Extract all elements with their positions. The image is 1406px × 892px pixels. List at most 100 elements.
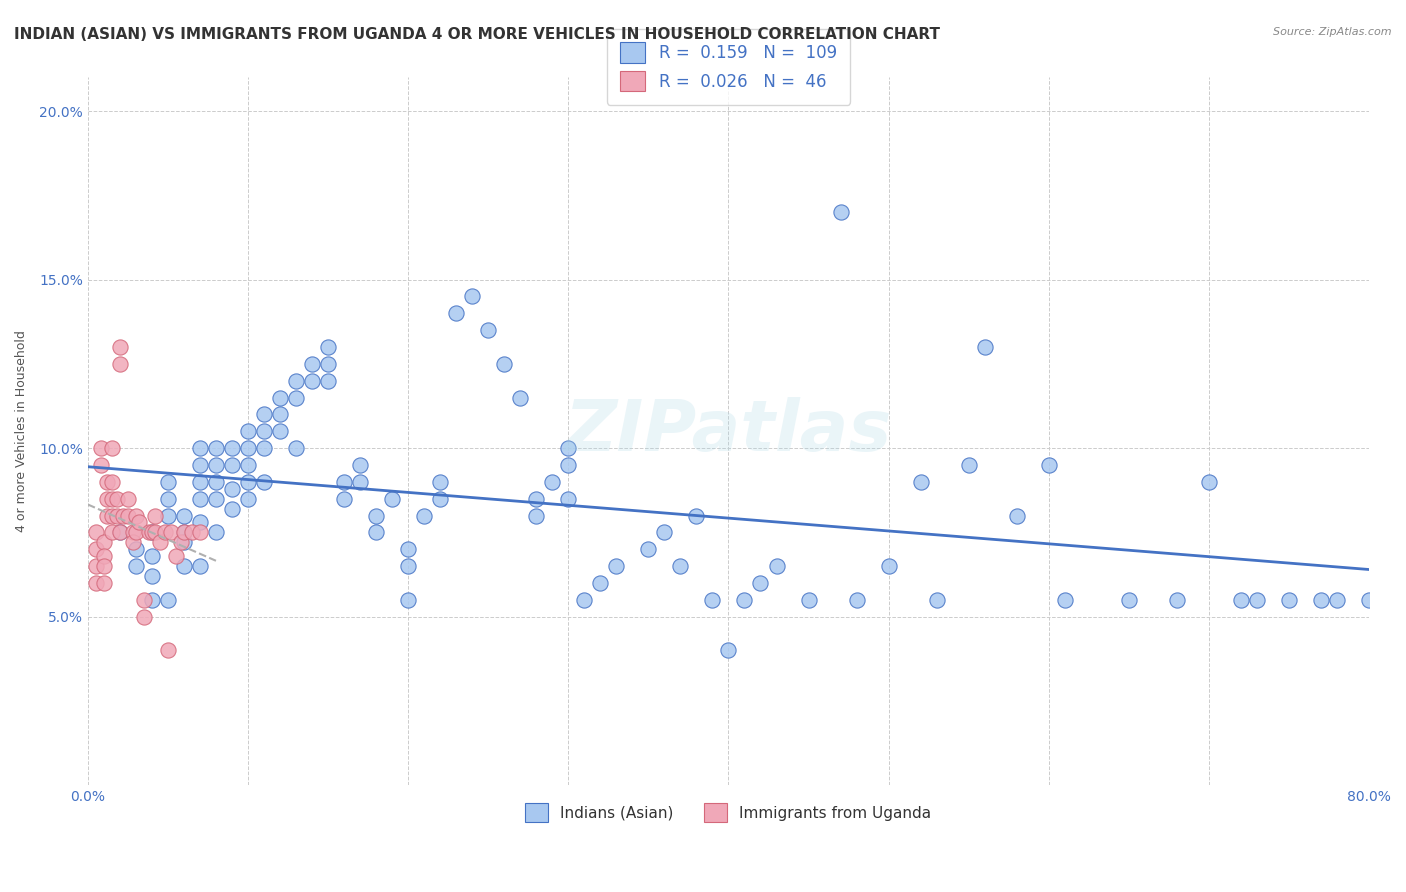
Point [413, 508, 436, 523]
Point [156, 475, 179, 489]
Point [132, 592, 155, 607]
Point [90, 458, 112, 472]
Point [188, 441, 211, 455]
Point [121, 535, 143, 549]
Point [301, 374, 323, 388]
Point [269, 391, 291, 405]
Point [141, 569, 163, 583]
Point [1038, 458, 1060, 472]
Point [221, 441, 243, 455]
Point [96, 491, 118, 506]
Point [173, 525, 195, 540]
Point [188, 458, 211, 472]
Point [84, 575, 107, 590]
Point [188, 475, 211, 489]
Point [188, 525, 211, 540]
Point [160, 525, 183, 540]
Point [173, 525, 195, 540]
Point [957, 458, 980, 472]
Point [396, 559, 419, 574]
Point [285, 441, 308, 455]
Point [1053, 592, 1076, 607]
Point [830, 205, 852, 219]
Point [132, 609, 155, 624]
Point [396, 542, 419, 557]
Point [84, 559, 107, 574]
Point [702, 592, 724, 607]
Point [1246, 592, 1268, 607]
Point [143, 508, 166, 523]
Point [589, 575, 612, 590]
Text: INDIAN (ASIAN) VS IMMIGRANTS FROM UGANDA 4 OR MORE VEHICLES IN HOUSEHOLD CORRELA: INDIAN (ASIAN) VS IMMIGRANTS FROM UGANDA… [14, 27, 941, 42]
Point [181, 525, 204, 540]
Point [96, 508, 118, 523]
Point [93, 575, 115, 590]
Point [637, 542, 659, 557]
Point [101, 475, 124, 489]
Point [156, 508, 179, 523]
Text: Source: ZipAtlas.com: Source: ZipAtlas.com [1274, 27, 1392, 37]
Point [105, 508, 128, 523]
Point [236, 458, 259, 472]
Point [117, 508, 139, 523]
Point [765, 559, 787, 574]
Point [90, 441, 112, 455]
Point [173, 559, 195, 574]
Point [524, 491, 547, 506]
Point [749, 575, 772, 590]
Point [301, 357, 323, 371]
Point [1358, 592, 1381, 607]
Point [153, 525, 176, 540]
Point [121, 525, 143, 540]
Point [557, 491, 579, 506]
Point [173, 535, 195, 549]
Point [316, 357, 339, 371]
Point [1310, 592, 1333, 607]
Point [105, 491, 128, 506]
Point [84, 542, 107, 557]
Point [316, 374, 339, 388]
Point [236, 491, 259, 506]
Point [574, 592, 596, 607]
Point [221, 501, 243, 516]
Point [128, 515, 150, 529]
Point [524, 508, 547, 523]
Point [1166, 592, 1188, 607]
Point [366, 508, 388, 523]
Point [285, 374, 308, 388]
Point [654, 525, 676, 540]
Point [205, 491, 228, 506]
Point [117, 491, 139, 506]
Point [141, 549, 163, 563]
Point [221, 458, 243, 472]
Point [149, 535, 172, 549]
Point [285, 391, 308, 405]
Point [236, 441, 259, 455]
Point [845, 592, 868, 607]
Point [165, 549, 187, 563]
Point [101, 491, 124, 506]
Point [253, 441, 276, 455]
Legend: Indians (Asian), Immigrants from Uganda: Indians (Asian), Immigrants from Uganda [513, 791, 943, 834]
Point [141, 592, 163, 607]
Point [925, 592, 948, 607]
Point [125, 559, 148, 574]
Point [138, 525, 160, 540]
Point [205, 441, 228, 455]
Point [1326, 592, 1348, 607]
Point [253, 424, 276, 438]
Point [461, 289, 484, 303]
Point [333, 475, 356, 489]
Point [797, 592, 820, 607]
Point [93, 535, 115, 549]
Text: ZIPatlas: ZIPatlas [565, 397, 893, 466]
Point [188, 559, 211, 574]
Point [236, 424, 259, 438]
Point [156, 643, 179, 657]
Point [381, 491, 404, 506]
Point [108, 340, 131, 354]
Point [541, 475, 564, 489]
Point [316, 340, 339, 354]
Point [349, 475, 371, 489]
Point [429, 491, 451, 506]
